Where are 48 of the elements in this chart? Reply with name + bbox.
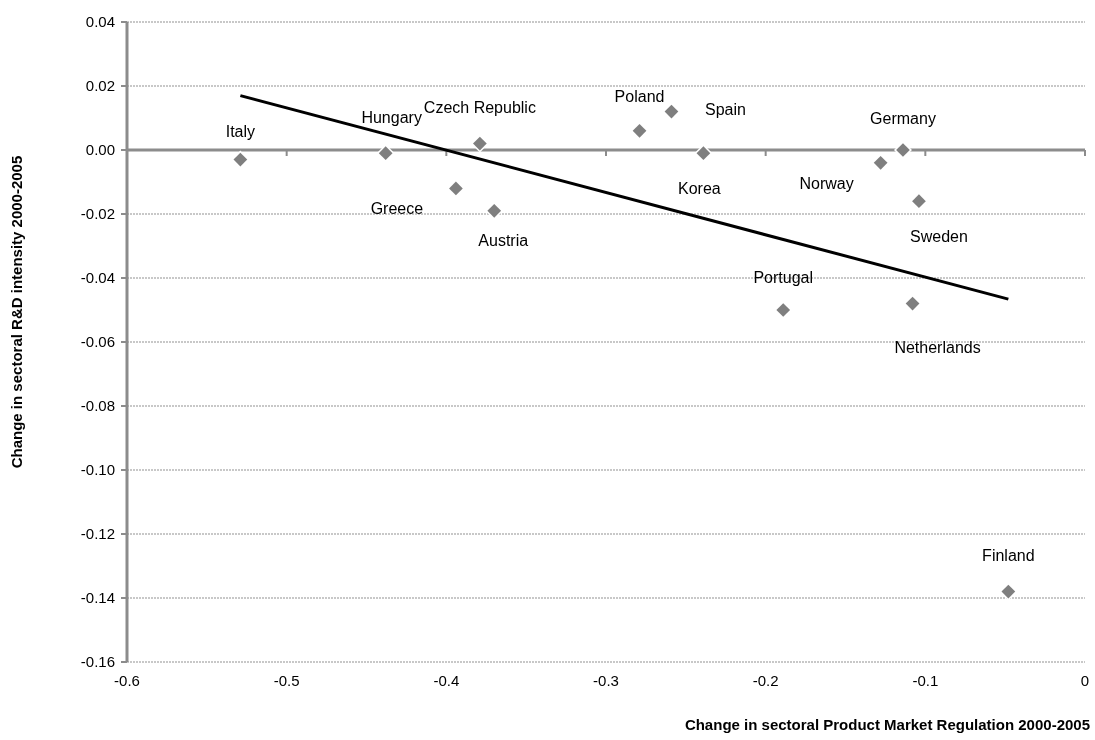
annotation: Netherlands (894, 339, 981, 357)
point (631, 122, 648, 140)
y-tick-label: -0.10 (80, 461, 115, 479)
point (447, 180, 465, 197)
point (774, 301, 792, 319)
y-tick-label: 0.04 (85, 13, 115, 31)
y-tick-label: 0.00 (85, 141, 115, 159)
y-axis-title: Change in sectoral R&D intensity 2000-2005 (8, 155, 25, 469)
y-tick-label: -0.02 (80, 205, 115, 223)
annotation: Italy (225, 123, 256, 141)
annotation: Hungary (361, 108, 422, 126)
x-tick-label: -0.6 (114, 672, 140, 689)
y-tick-label: -0.14 (80, 589, 115, 607)
x-tick-label: -0.3 (593, 672, 619, 689)
y-tick-label: -0.12 (80, 525, 115, 543)
point (663, 103, 680, 120)
annotation: Germany (870, 109, 936, 127)
point (1000, 583, 1017, 600)
annotation: Portugal (753, 268, 814, 286)
x-tick-label: -0.2 (752, 672, 779, 689)
annotation: Greece (370, 200, 424, 217)
x-tick-label: -0.1 (912, 672, 939, 689)
x-tick-label: 0 (1080, 672, 1090, 689)
x-tick-label: -0.4 (433, 672, 460, 689)
annotation: Austria (478, 232, 529, 250)
y-tick-label: -0.16 (80, 653, 115, 671)
point (894, 141, 912, 159)
annotation: Sweden (910, 227, 968, 245)
annotation: Poland (614, 88, 665, 106)
point (471, 135, 489, 152)
x-tick-label: -0.5 (273, 672, 300, 689)
annotation: Korea (678, 179, 721, 197)
y-tick-label: 0.02 (85, 77, 115, 95)
y-tick-label: -0.04 (80, 269, 115, 287)
point (904, 295, 921, 312)
point (377, 144, 395, 162)
y-tick-label: -0.06 (80, 333, 115, 351)
point (695, 144, 712, 162)
annotation: Spain (705, 101, 746, 119)
point (872, 154, 889, 172)
point (910, 192, 928, 210)
point (485, 202, 503, 220)
annotation: Norway (799, 175, 854, 193)
point (232, 151, 249, 168)
y-tick-label: -0.08 (80, 397, 115, 415)
x-axis-title: Change in sectoral Product Market Regulation 2000-2005 (684, 716, 1090, 733)
annotation: Finland (982, 547, 1035, 565)
annotation: Czech Republic (423, 99, 536, 117)
